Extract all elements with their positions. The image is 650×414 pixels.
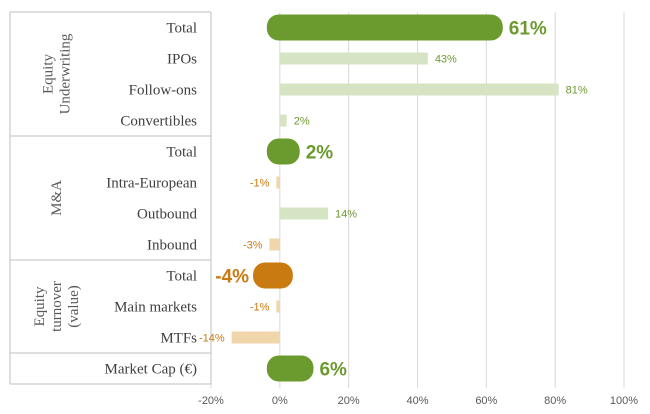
total-bar [266,14,503,41]
category-label: Total [166,21,197,37]
data-label: 2% [306,143,334,164]
data-label: 81% [566,85,588,97]
category-label: Follow-ons [129,83,198,99]
data-label: 2% [294,116,310,128]
x-tick-label: 80% [544,395,566,407]
category-label: Main markets [114,300,197,316]
category-label: Total [166,145,197,161]
category-label: Intra-European [106,176,197,192]
category-label: Inbound [147,238,197,254]
category-label: Convertibles [120,114,197,130]
x-tick-label: -20% [198,395,224,407]
bar [276,176,280,189]
data-label: -14% [199,333,225,345]
category-label: MTFs [160,331,197,347]
group-label: Equityturnover(value) [32,281,82,332]
bar [231,331,280,344]
data-label: 43% [435,54,457,66]
bar [279,52,428,65]
data-label: -1% [250,178,270,190]
data-label: 14% [335,209,357,221]
total-bar [253,262,293,289]
bar [269,238,280,251]
total-bar [266,355,314,382]
category-label: Total [166,269,197,285]
x-tick-label: 60% [475,395,497,407]
data-label: 6% [319,360,347,381]
category-label: IPOs [167,52,197,68]
total-bar [266,138,300,165]
data-label: 61% [509,19,547,40]
group-label: M&A [49,180,65,216]
data-label: -4% [215,267,249,288]
x-tick-label: 40% [406,395,428,407]
category-label: Market Cap (€) [105,362,197,378]
data-label: -1% [250,302,270,314]
category-label: Outbound [137,207,198,223]
bar [279,114,287,127]
data-label: -3% [243,240,263,252]
bar [279,207,329,220]
x-tick-label: 20% [338,395,360,407]
bar [276,300,280,313]
x-tick-label: 100% [610,395,638,407]
group-label: EquityUnderwriting [41,33,74,114]
x-tick-label: 0% [272,395,288,407]
bar [279,83,559,96]
